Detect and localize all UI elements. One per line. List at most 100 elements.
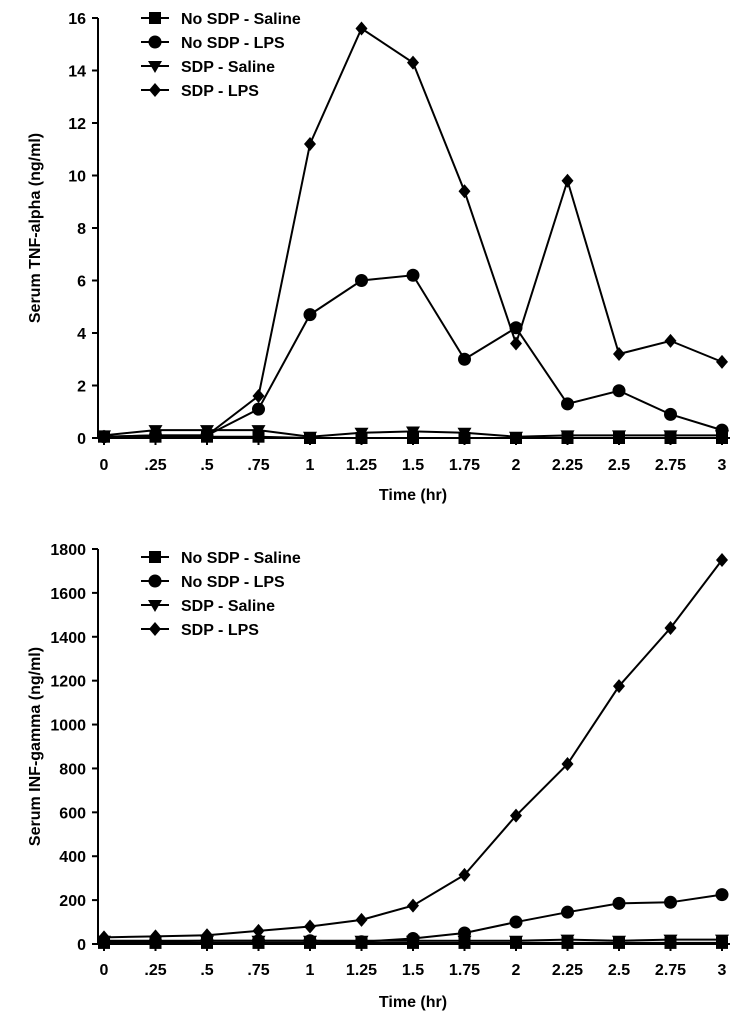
y-tick-label: 6 <box>77 274 86 291</box>
x-tick-label: .25 <box>144 457 166 474</box>
data-point <box>458 184 471 199</box>
data-point <box>561 757 574 772</box>
legend-label: No SDP - Saline <box>181 550 301 567</box>
data-point <box>664 407 677 421</box>
x-tick-label: 3 <box>718 457 727 474</box>
data-point <box>355 274 368 287</box>
x-tick-label: 1.25 <box>346 457 377 474</box>
x-tick-label: 2.5 <box>608 962 630 979</box>
x-tick-label: 1.75 <box>449 962 480 979</box>
x-tick-label: 2.5 <box>608 457 630 474</box>
data-point <box>149 929 162 944</box>
legend-marker <box>148 61 162 73</box>
data-point <box>407 898 419 913</box>
y-tick-label: 16 <box>68 11 86 28</box>
x-axis-title: Time (hr) <box>379 994 447 1011</box>
legend-label: SDP - LPS <box>181 622 259 639</box>
data-point <box>98 930 110 945</box>
legend: No SDP - Saline No SDP - LPS SDP - Saline S… <box>141 550 301 639</box>
data-point <box>612 896 626 910</box>
y-tick-label: 0 <box>77 937 86 954</box>
data-point <box>664 621 677 635</box>
data-point <box>458 352 471 366</box>
data-point <box>716 552 728 567</box>
y-tick-label: 200 <box>59 893 86 910</box>
legend-item-sdp-lps: SDP - LPS <box>141 622 259 639</box>
data-point <box>663 934 678 947</box>
series-sdp-saline <box>97 934 729 948</box>
x-tick-label: 1.75 <box>449 457 480 474</box>
x-tick-label: 3 <box>718 962 727 979</box>
legend-item-sdp-lps: SDP - LPS <box>141 83 259 100</box>
legend-label: No SDP - LPS <box>181 574 285 591</box>
legend-label: SDP - Saline <box>181 598 275 615</box>
data-point <box>406 935 420 948</box>
x-tick-label: 2.25 <box>552 457 583 474</box>
legend-label: No SDP - LPS <box>181 35 285 52</box>
x-tick-label: 1 <box>306 962 315 979</box>
legend-marker <box>149 551 161 563</box>
data-point <box>612 935 626 948</box>
y-tick-label: 1800 <box>50 542 86 559</box>
x-tick-label: 1.25 <box>346 962 377 979</box>
data-point <box>561 173 574 188</box>
legend-marker <box>149 83 161 97</box>
legend-item-no-sdp-saline: No SDP - Saline <box>141 11 301 28</box>
data-point <box>406 268 420 282</box>
data-point <box>613 679 625 694</box>
x-tick-label: .5 <box>200 457 213 474</box>
data-point <box>664 895 677 909</box>
data-point <box>509 935 523 948</box>
y-tick-label: 1600 <box>50 586 86 603</box>
data-point <box>457 427 472 440</box>
y-tick-label: 800 <box>59 761 86 778</box>
x-tick-label: .75 <box>247 457 269 474</box>
series-sdp-lps <box>98 21 728 444</box>
data-point <box>304 919 316 934</box>
x-tick-label: 1.5 <box>402 457 424 474</box>
x-tick-label: .5 <box>200 962 213 979</box>
x-tick-label: 0 <box>100 962 109 979</box>
x-tick-label: 2.25 <box>552 962 583 979</box>
x-tick-label: 1 <box>306 457 315 474</box>
data-point <box>509 915 523 929</box>
y-tick-label: 1400 <box>50 630 86 647</box>
data-point <box>252 923 265 938</box>
y-tick-label: 600 <box>59 805 86 822</box>
data-point <box>510 336 522 351</box>
x-tick-label: 1.5 <box>402 962 424 979</box>
data-point <box>613 347 625 361</box>
x-tick-label: 2.75 <box>655 457 686 474</box>
data-point <box>612 384 626 398</box>
legend-marker <box>148 35 162 49</box>
data-point <box>98 429 110 444</box>
data-point <box>304 137 316 151</box>
legend-marker <box>149 12 161 24</box>
legend-marker <box>149 622 161 636</box>
data-point <box>355 912 368 927</box>
y-tick-label: 14 <box>68 64 86 81</box>
y-axis-title: Serum TNF-alpha (ng/ml) <box>27 133 44 323</box>
data-point <box>303 935 317 948</box>
y-tick-label: 0 <box>77 431 86 448</box>
x-tick-label: 0 <box>100 457 109 474</box>
legend-item-sdp-saline: SDP - Saline <box>141 598 275 615</box>
y-tick-label: 12 <box>68 116 86 133</box>
x-tick-label: 2 <box>512 457 521 474</box>
data-point <box>509 431 523 444</box>
series-line <box>103 274 723 438</box>
data-point <box>664 333 677 348</box>
data-point <box>252 389 265 403</box>
data-point <box>458 867 471 882</box>
data-point <box>663 430 678 443</box>
data-point <box>406 426 420 439</box>
data-point <box>201 928 213 943</box>
series-sdp-lps <box>98 552 728 945</box>
x-tick-label: .25 <box>144 962 166 979</box>
y-tick-label: 1200 <box>50 674 86 691</box>
data-point <box>251 425 266 438</box>
x-axis-title: Time (hr) <box>379 487 447 504</box>
data-point <box>252 402 265 416</box>
data-point <box>510 808 522 823</box>
